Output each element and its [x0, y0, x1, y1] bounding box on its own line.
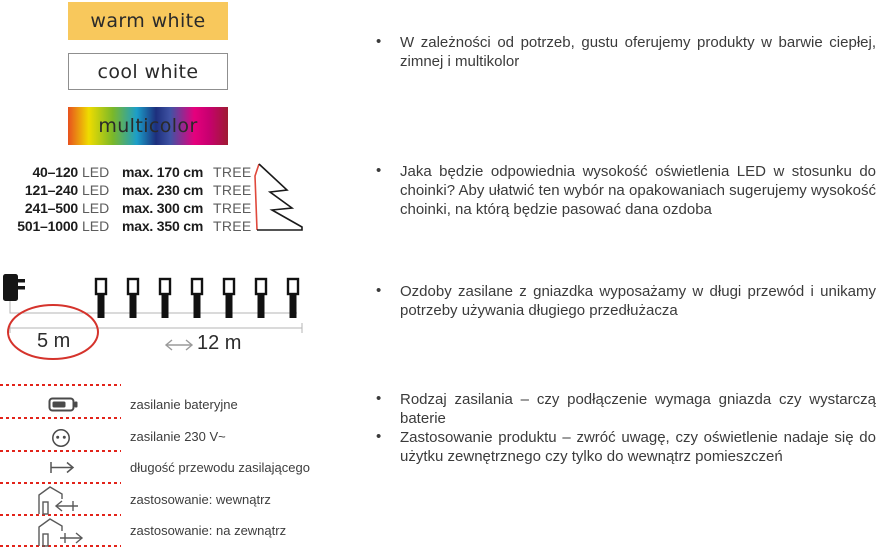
table-row: 241–500 LED max. 300 cm TREE — [10, 199, 252, 217]
red-dotted-divider — [0, 417, 121, 419]
string-length-label: 12 m — [197, 332, 242, 354]
table-row: 121–240 LED max. 230 cm TREE — [10, 181, 252, 199]
red-dotted-divider — [0, 514, 121, 516]
tree-label: TREE — [213, 164, 252, 180]
indoor-icon — [38, 486, 78, 515]
tree-max-height: max. 230 cm — [122, 182, 204, 198]
led-unit: LED — [82, 218, 110, 234]
table-row: 40–120 LED max. 170 cm TREE — [10, 163, 252, 181]
red-dotted-divider — [0, 545, 121, 547]
swatch-warm-white: warm white — [68, 2, 228, 40]
bullet-marker: • — [376, 33, 382, 50]
tree-max-height: max. 350 cm — [122, 218, 204, 234]
swatch-cool-white-label: cool white — [97, 60, 199, 83]
cord-length-icon — [50, 461, 75, 474]
swatch-multicolor: multicolor — [68, 107, 228, 145]
bullet-text: Jaka będzie odpowiednia wysokość oświetl… — [400, 163, 876, 218]
led-range: 241–500 — [24, 200, 78, 216]
legend-label-socket: zasilanie 230 V~ — [130, 429, 226, 444]
led-unit: LED — [82, 164, 110, 180]
legend-label-outdoor: zastosowanie: na zewnątrz — [130, 523, 287, 538]
tree-label: TREE — [213, 182, 252, 198]
tree-label: TREE — [213, 218, 252, 234]
light-string-diagram — [3, 274, 303, 360]
red-dotted-divider — [0, 482, 121, 484]
list-item: • W zależności od potrzeb, gustu oferuje… — [368, 33, 876, 71]
power-cord-line — [9, 301, 297, 314]
legend-label-battery: zasilanie bateryjne — [130, 397, 238, 412]
led-range: 40–120 — [32, 164, 78, 180]
red-dotted-divider — [0, 384, 121, 386]
bullet-marker: • — [376, 162, 382, 179]
swatch-multicolor-label: multicolor — [98, 115, 198, 137]
led-size-table: 40–120 LED max. 170 cm TREE 121–240 LED … — [10, 163, 252, 235]
bullet-marker: • — [376, 390, 382, 407]
highlight-ellipse — [7, 304, 99, 360]
list-item: • Rodzaj zasilania – czy podłączenie wym… — [368, 390, 876, 428]
power-plug-icon — [3, 274, 25, 301]
bullet-marker: • — [376, 428, 382, 445]
legend-label-indoor: zastosowanie: wewnątrz — [130, 492, 271, 507]
lead-length-label: 5 m — [37, 330, 71, 352]
list-item: • Ozdoby zasilane z gniazdka wyposażamy … — [368, 282, 876, 320]
bullet-marker: • — [376, 282, 382, 299]
outdoor-icon — [38, 518, 84, 547]
battery-icon — [48, 397, 78, 412]
christmas-tree-icon — [254, 163, 303, 231]
socket-icon — [52, 429, 70, 447]
bullet-text: W zależności od potrzeb, gustu oferujemy… — [400, 34, 876, 70]
legend-label-cord: długość przewodu zasilającego — [130, 460, 310, 475]
led-range: 501–1000 — [17, 218, 78, 234]
double-arrow-icon — [164, 339, 194, 351]
swatch-warm-white-label: warm white — [90, 10, 206, 32]
bullet-text: Zastosowanie produktu – zwróć uwagę, czy… — [400, 429, 876, 465]
tree-label: TREE — [213, 200, 252, 216]
tree-max-height: max. 300 cm — [122, 200, 204, 216]
table-row: 501–1000 LED max. 350 cm TREE — [10, 217, 252, 235]
led-unit: LED — [82, 200, 110, 216]
bullet-text: Ozdoby zasilane z gniazdka wyposażamy w … — [400, 283, 876, 319]
led-range: 121–240 — [24, 182, 78, 198]
led-bulbs — [94, 277, 300, 318]
red-dotted-divider — [0, 450, 121, 452]
bullet-text: Rodzaj zasilania – czy podłączenie wymag… — [400, 391, 876, 427]
swatch-cool-white: cool white — [68, 53, 228, 90]
led-unit: LED — [82, 182, 110, 198]
tree-max-height: max. 170 cm — [122, 164, 204, 180]
list-item: • Zastosowanie produktu – zwróć uwagę, c… — [368, 428, 876, 466]
list-item: • Jaka będzie odpowiednia wysokość oświe… — [368, 162, 876, 219]
